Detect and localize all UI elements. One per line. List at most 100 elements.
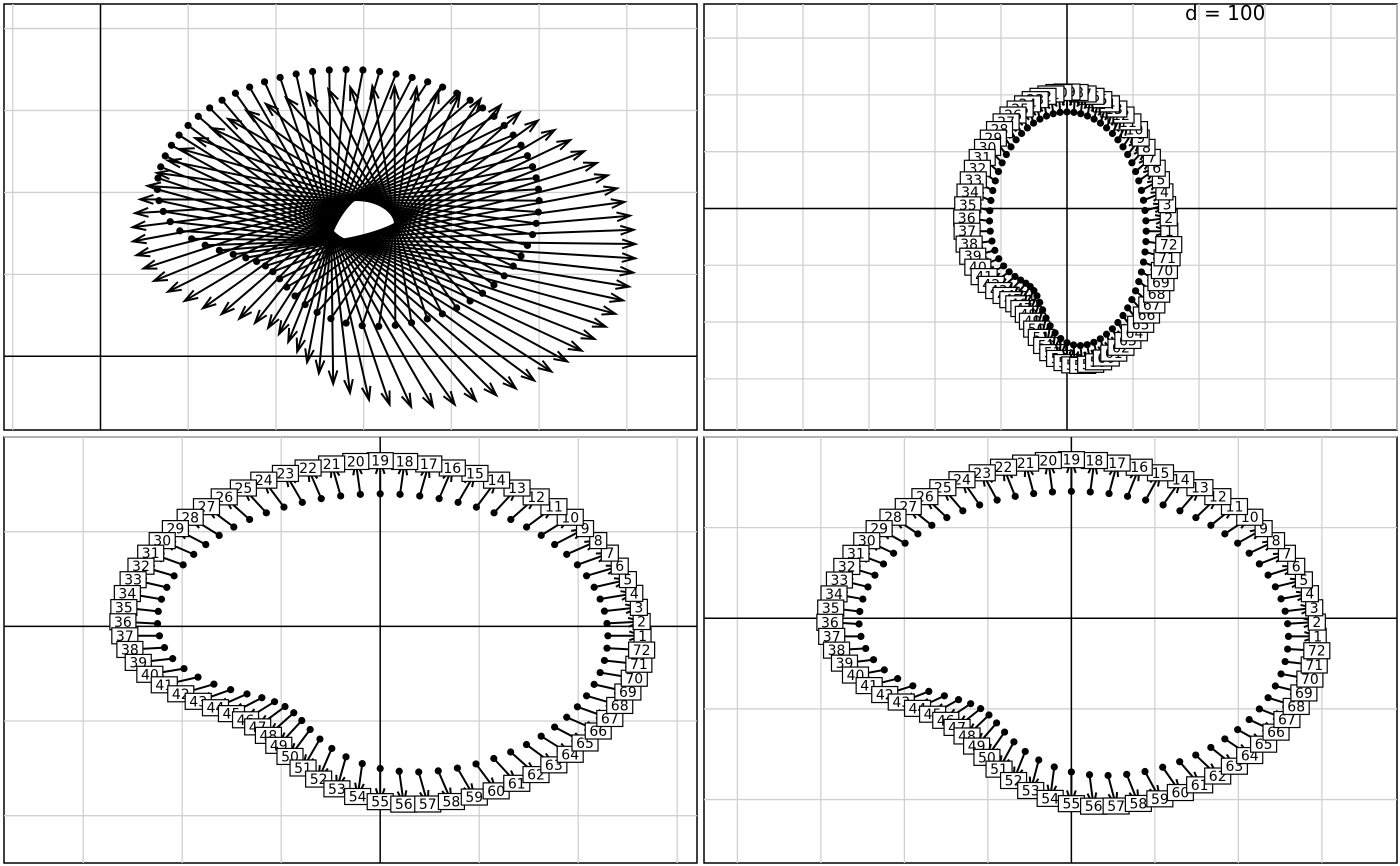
point-72 bbox=[603, 645, 610, 652]
point-15 bbox=[454, 499, 461, 506]
point-68 bbox=[583, 692, 590, 699]
label-71: 71 bbox=[630, 657, 648, 673]
label-57: 57 bbox=[1107, 799, 1125, 815]
label-69: 69 bbox=[1295, 686, 1313, 702]
point-48 bbox=[290, 709, 297, 716]
label-69: 69 bbox=[619, 685, 637, 701]
point-16 bbox=[436, 495, 443, 502]
point-13 bbox=[490, 509, 497, 516]
point-32 bbox=[168, 142, 175, 149]
point-60 bbox=[1097, 335, 1104, 342]
label-20: 20 bbox=[347, 455, 365, 471]
point-64 bbox=[1119, 312, 1126, 319]
point-1 bbox=[1285, 633, 1292, 640]
point-16 bbox=[1084, 112, 1091, 119]
label-2: 2 bbox=[1312, 615, 1321, 631]
label-16: 16 bbox=[443, 461, 461, 477]
point-8 bbox=[1246, 550, 1253, 557]
point-63 bbox=[467, 297, 474, 304]
point-63 bbox=[523, 741, 530, 748]
label-16: 16 bbox=[1130, 460, 1148, 476]
point-59 bbox=[454, 765, 461, 772]
point-24 bbox=[1030, 119, 1037, 126]
panel-frame bbox=[4, 4, 697, 430]
point-69 bbox=[1272, 682, 1279, 689]
point-66 bbox=[1128, 296, 1135, 303]
point-71 bbox=[1282, 658, 1289, 665]
point-26 bbox=[943, 514, 950, 521]
label-70: 70 bbox=[625, 671, 643, 687]
point-34 bbox=[987, 197, 994, 204]
label-56: 56 bbox=[1085, 799, 1103, 815]
label-18: 18 bbox=[1085, 454, 1103, 470]
point-57 bbox=[1077, 342, 1084, 349]
panel-top-right: 1234567891011121314151617181920212223242… bbox=[704, 4, 1397, 430]
point-49 bbox=[1036, 299, 1043, 306]
point-19 bbox=[377, 490, 384, 497]
point-43 bbox=[216, 247, 223, 254]
point-31 bbox=[995, 168, 1002, 175]
point-35 bbox=[986, 207, 993, 214]
point-50 bbox=[1001, 728, 1008, 735]
point-28 bbox=[206, 104, 213, 111]
label-15: 15 bbox=[466, 466, 484, 482]
point-14 bbox=[473, 504, 480, 511]
point-6 bbox=[1265, 572, 1272, 579]
label-5: 5 bbox=[623, 573, 632, 589]
point-2 bbox=[1142, 217, 1149, 224]
label-17: 17 bbox=[1108, 456, 1126, 472]
label-19: 19 bbox=[1062, 453, 1080, 469]
point-13 bbox=[439, 83, 446, 90]
point-33 bbox=[162, 152, 169, 159]
point-22 bbox=[293, 70, 300, 77]
label-23: 23 bbox=[277, 466, 295, 482]
point-28 bbox=[1007, 143, 1014, 150]
point-42 bbox=[210, 681, 217, 688]
point-20 bbox=[357, 491, 364, 498]
point-65 bbox=[1124, 304, 1131, 311]
point-62 bbox=[507, 748, 514, 755]
point-4 bbox=[597, 595, 604, 602]
point-26 bbox=[1018, 130, 1025, 137]
point-69 bbox=[524, 242, 531, 249]
label-5: 5 bbox=[1299, 573, 1308, 589]
label-20: 20 bbox=[1039, 454, 1057, 470]
point-44 bbox=[230, 251, 237, 258]
point-21 bbox=[1050, 110, 1057, 117]
point-7 bbox=[1132, 168, 1139, 175]
point-32 bbox=[171, 572, 178, 579]
point-14 bbox=[424, 78, 431, 85]
label-60: 60 bbox=[487, 784, 505, 800]
panel-bottom-right: 1234567891011121314151617181920212223242… bbox=[704, 437, 1397, 863]
point-23 bbox=[299, 499, 306, 506]
point-30 bbox=[890, 550, 897, 557]
point-46 bbox=[253, 258, 260, 265]
point-3 bbox=[1141, 207, 1148, 214]
point-17 bbox=[1105, 490, 1112, 497]
point-66 bbox=[563, 714, 570, 721]
point-59 bbox=[1141, 768, 1148, 775]
point-28 bbox=[914, 530, 921, 537]
point-6 bbox=[583, 572, 590, 579]
point-70 bbox=[529, 231, 536, 238]
point-20 bbox=[1056, 109, 1063, 116]
point-45 bbox=[242, 254, 249, 261]
point-41 bbox=[894, 675, 901, 682]
point-30 bbox=[190, 551, 197, 558]
point-72 bbox=[535, 208, 542, 215]
point-43 bbox=[227, 686, 234, 693]
point-23 bbox=[277, 74, 284, 81]
point-8 bbox=[563, 551, 570, 558]
point-32 bbox=[992, 177, 999, 184]
label-15: 15 bbox=[1152, 466, 1170, 482]
point-68 bbox=[1135, 278, 1142, 285]
point-58 bbox=[435, 767, 442, 774]
label-54: 54 bbox=[349, 789, 367, 805]
point-25 bbox=[1024, 124, 1031, 131]
point-59 bbox=[1090, 339, 1097, 346]
point-37 bbox=[987, 228, 994, 235]
panel-top-left bbox=[4, 4, 697, 430]
point-69 bbox=[591, 681, 598, 688]
point-38 bbox=[160, 208, 167, 215]
point-56 bbox=[396, 768, 403, 775]
